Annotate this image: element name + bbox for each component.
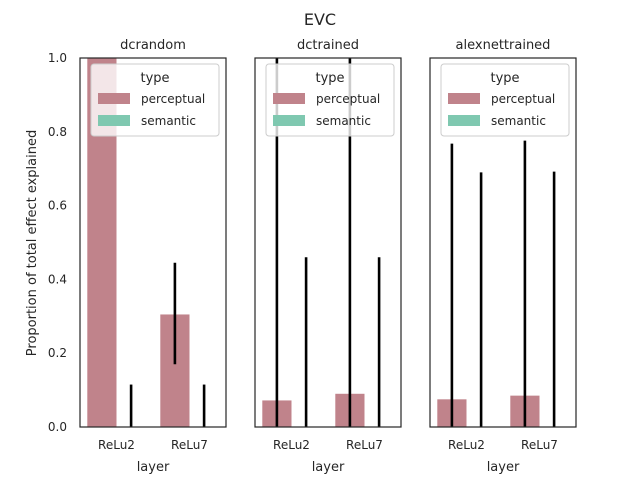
axes-frame [254, 57, 402, 428]
x-axis-label: layer [312, 460, 345, 475]
y-axis-label: Proportion of total effect explained [25, 130, 40, 356]
legend-title: type [315, 71, 344, 86]
y-tick-label: 1.0 [48, 51, 67, 65]
x-axis-label: layer [487, 460, 520, 475]
x-tick-label: ReLu7 [521, 438, 558, 452]
legend-swatch-perceptual [273, 93, 305, 104]
legend-swatch-semantic [273, 115, 305, 126]
y-tick-label: 0.2 [48, 346, 67, 360]
plot-area [437, 140, 556, 427]
legend-swatch-perceptual [448, 93, 480, 104]
panel-title: alexnettrained [456, 38, 551, 53]
legend-swatch-semantic [448, 115, 480, 126]
panel-title: dctrained [297, 38, 359, 53]
y-tick-label: 0.4 [48, 272, 67, 286]
legend: type perceptual semantic [440, 63, 570, 137]
y-tick-label: 0.6 [48, 199, 67, 213]
x-tick-label: ReLu7 [346, 438, 383, 452]
y-tick-label: 0.0 [48, 420, 67, 434]
legend-swatch-perceptual [98, 93, 130, 104]
panel-title: dcrandom [120, 38, 186, 53]
x-axis-label: layer [137, 460, 170, 475]
x-tick-label: ReLu2 [98, 438, 135, 452]
legend-label: semantic [316, 114, 371, 128]
x-tick-label: ReLu2 [273, 438, 310, 452]
legend-label: semantic [491, 114, 546, 128]
x-tick-label: ReLu7 [171, 438, 208, 452]
legend: type perceptual semantic [265, 63, 395, 137]
legend-title: type [140, 71, 169, 86]
legend: type perceptual semantic [90, 63, 220, 137]
legend-label: perceptual [141, 92, 205, 106]
x-tick-label: ReLu2 [448, 438, 485, 452]
legend-swatch-semantic [98, 115, 130, 126]
axes-frame [429, 57, 577, 428]
legend-label: perceptual [491, 92, 555, 106]
axes-frame [79, 57, 227, 428]
legend-label: semantic [141, 114, 196, 128]
legend-label: perceptual [316, 92, 380, 106]
y-tick-label: 0.8 [48, 125, 67, 139]
figure-title: EVC [304, 10, 336, 29]
legend-title: type [490, 71, 519, 86]
